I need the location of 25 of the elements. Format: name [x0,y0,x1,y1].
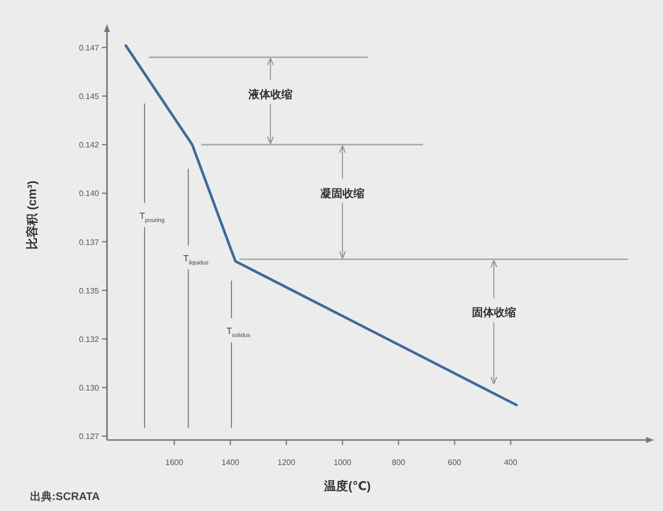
y-tick-label: 0.135 [78,286,100,296]
y-tick-label: 0.145 [78,92,100,102]
x-axis-title: 温度(℃) [323,479,371,493]
x-tick-label: 1600 [165,458,184,467]
x-tick-label: 400 [504,458,518,467]
y-tick-label: 0.137 [78,238,100,247]
y-tick-label: 0.127 [78,432,100,442]
annotation: 固体收缩 [472,306,516,320]
y-tick-label: 0.147 [78,43,100,52]
y-tick-label: 0.142 [78,140,100,150]
ref-line-label: T$_{liquidus}$ [183,254,209,267]
x-tick-label: 1400 [221,458,240,467]
source-note: 出典:SCRATA [30,490,100,503]
y-axis-title: 比容积 (cm³) [25,180,39,250]
y-tick-label: 0.140 [78,189,100,198]
annotation: 液体收缩 [247,88,292,101]
ref-line-label: T$_{pouring}$ [140,211,165,224]
x-tick-label: 1200 [278,458,296,467]
y-tick-label: 0.130 [78,384,100,393]
x-tick-label: 800 [392,458,406,467]
annotation: 凝固收缩 [320,186,364,200]
x-tick-label: 600 [448,458,462,467]
ref-line-label: T$_{solidus}$ [226,326,250,340]
y-tick-label: 0.132 [78,334,100,344]
x-tick-label: 1000 [334,458,352,467]
